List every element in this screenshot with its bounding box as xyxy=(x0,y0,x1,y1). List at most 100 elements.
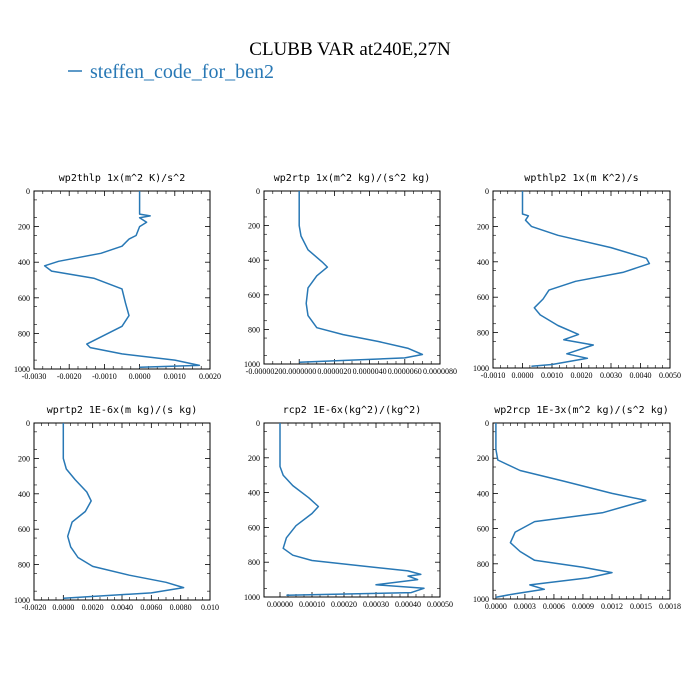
x-tick-label: 0.00020 xyxy=(331,600,357,609)
x-tick-label: 0.0009 xyxy=(572,602,594,611)
x-tick-label: 0.0030 xyxy=(600,371,622,380)
x-tick-label: 0.0000 xyxy=(52,603,74,612)
series-line xyxy=(521,191,651,367)
x-tick-label: 0.0020 xyxy=(571,371,593,380)
panel-5: rcp2 1E-6x(kg^2)/(kg^2) 0 200 400 600 800 1000… xyxy=(244,405,453,609)
x-tick-label: 0.0060 xyxy=(140,603,162,612)
x-tick-label: 0.0020 xyxy=(199,372,221,381)
y-tick-label: 600 xyxy=(248,523,260,532)
y-tick-label: 800 xyxy=(477,560,489,569)
y-tick-label: 1000 xyxy=(14,596,30,605)
x-tick-label: 0.0006 xyxy=(543,602,565,611)
legend: steffen_code_for_ben2 xyxy=(68,61,274,83)
panel-title: wp2rcp 1E-3x(m^2 kg)/(s^2 kg) xyxy=(494,405,669,416)
panel-6: wp2rcp 1E-3x(m^2 kg)/(s^2 kg) 0 200 400 600 8… xyxy=(473,405,681,611)
legend-label: steffen_code_for_ben2 xyxy=(90,61,274,83)
x-tick-label: 0.0012 xyxy=(601,602,623,611)
x-tick-label: 0.0015 xyxy=(630,602,652,611)
x-tick-label: 0.0040 xyxy=(630,371,652,380)
series-line xyxy=(62,423,185,599)
x-tick-label: -0.0000020 xyxy=(246,367,283,376)
panels: wp2thlp 1x(m^2 K)/s^202004006008001000-0… xyxy=(14,173,681,612)
x-tick-label: 0.0000080 xyxy=(423,367,457,376)
y-tick-label: 1000 xyxy=(14,365,30,374)
plot-frame xyxy=(263,190,441,365)
y-tick-label: 400 xyxy=(248,256,260,265)
y-tick-label: 800 xyxy=(248,325,260,334)
y-tick-label: 1000 xyxy=(473,595,489,604)
y-tick-label: 200 xyxy=(18,454,30,463)
panel-1: wp2thlp 1x(m^2 K)/s^202004006008001000-0… xyxy=(14,173,221,381)
panel-3: wpthlp2 1x(m K^2)/s 0 200 400 600 800 1000-0.0… xyxy=(473,173,681,380)
panel-title: wp2thlp 1x(m^2 K)/s^2 xyxy=(59,173,185,184)
series-line xyxy=(279,423,425,597)
y-tick-label: 0 xyxy=(26,187,30,196)
panel-title: rcp2 1E-6x(kg^2)/(kg^2) xyxy=(283,405,421,416)
y-tick-label: 1000 xyxy=(473,364,489,373)
x-tick-label: -0.0020 xyxy=(57,372,82,381)
y-tick-label: 0 xyxy=(485,419,489,428)
x-tick-label: 0.0080 xyxy=(170,603,192,612)
y-tick-label: 400 xyxy=(18,258,30,267)
y-tick-label: 600 xyxy=(477,293,489,302)
y-tick-label: 1000 xyxy=(244,593,260,602)
x-tick-label: 0.0000060 xyxy=(388,367,422,376)
panel-title: wpthlp2 1x(m K^2)/s xyxy=(524,173,638,184)
x-tick-label: 0.0000 xyxy=(512,371,534,380)
x-tick-label: -0.0010 xyxy=(92,372,117,381)
y-tick-label: 600 xyxy=(248,291,260,300)
x-tick-label: 0.0003 xyxy=(514,602,536,611)
y-tick-label: 400 xyxy=(248,489,260,498)
y-tick-label: 800 xyxy=(18,561,30,570)
x-tick-label: 0.00050 xyxy=(427,600,453,609)
x-tick-label: -0.0010 xyxy=(481,371,506,380)
y-tick-label: 200 xyxy=(248,454,260,463)
y-tick-label: 800 xyxy=(477,329,489,338)
x-tick-label: 0.0040 xyxy=(111,603,133,612)
x-tick-label: 0.0050 xyxy=(659,371,681,380)
x-tick-label: 0.0000020 xyxy=(317,367,351,376)
x-tick-label: 0.0020 xyxy=(82,603,104,612)
y-tick-label: 400 xyxy=(477,258,489,267)
x-tick-label: 0.0000040 xyxy=(353,367,387,376)
y-tick-label: 0 xyxy=(485,187,489,196)
panel-4: wprtp2 1E-6x(m kg)/(s kg) 0 200 400 600 800 10… xyxy=(14,405,219,612)
plot-frame xyxy=(33,190,211,370)
y-tick-label: 200 xyxy=(18,223,30,232)
series-line xyxy=(43,191,201,368)
y-tick-label: 1000 xyxy=(244,360,260,369)
y-tick-label: 200 xyxy=(477,454,489,463)
figure-title: CLUBB VAR at240E,27N xyxy=(249,39,451,60)
y-tick-label: 0 xyxy=(256,187,260,196)
y-tick-label: 400 xyxy=(18,490,30,499)
panel-title: wprtp2 1E-6x(m kg)/(s kg) xyxy=(47,405,198,416)
x-tick-label: 0.00010 xyxy=(299,600,325,609)
plot-frame xyxy=(263,422,441,598)
y-tick-label: 600 xyxy=(477,525,489,534)
y-tick-label: 400 xyxy=(477,489,489,498)
y-tick-label: 600 xyxy=(18,294,30,303)
x-tick-label: 0.010 xyxy=(201,603,219,612)
series-line xyxy=(495,423,647,598)
x-tick-label: 0.0000 xyxy=(485,602,507,611)
y-tick-label: 0 xyxy=(256,419,260,428)
plot-frame xyxy=(492,422,671,600)
x-tick-label: 0.0010 xyxy=(164,372,186,381)
x-tick-label: 0.0000000 xyxy=(282,367,316,376)
y-tick-label: 800 xyxy=(248,558,260,567)
x-tick-label: -0.0030 xyxy=(22,372,47,381)
x-tick-label: -0.0020 xyxy=(22,603,47,612)
x-tick-label: 0.0000 xyxy=(129,372,151,381)
y-tick-label: 200 xyxy=(248,222,260,231)
y-tick-label: 0 xyxy=(26,419,30,428)
y-tick-label: 600 xyxy=(18,525,30,534)
x-tick-label: 0.00000 xyxy=(267,600,293,609)
panel-2: wp2rtp 1x(m^2 kg)/(s^2 kg) 0 200 400 600 800 1… xyxy=(244,173,457,376)
panel-title: wp2rtp 1x(m^2 kg)/(s^2 kg) xyxy=(274,173,431,184)
y-tick-label: 200 xyxy=(477,222,489,231)
x-tick-label: 0.00040 xyxy=(395,600,421,609)
x-tick-label: 0.00030 xyxy=(363,600,389,609)
series-line xyxy=(298,191,424,364)
y-tick-label: 800 xyxy=(18,329,30,338)
